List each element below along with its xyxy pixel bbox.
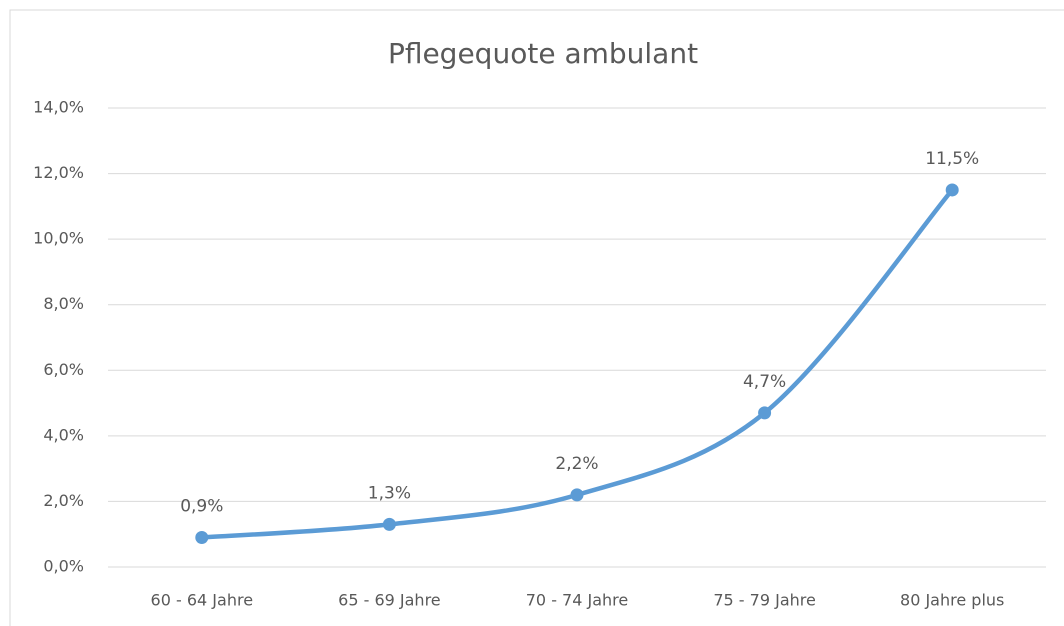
series-line (199, 187, 955, 540)
data-label: 11,5% (925, 149, 979, 169)
y-tick-label: 8,0% (43, 294, 84, 313)
y-tick-label: 12,0% (33, 163, 84, 182)
x-tick-label: 80 Jahre plus (900, 591, 1004, 610)
y-tick-label: 10,0% (33, 229, 84, 248)
x-tick-label: 60 - 64 Jahre (151, 591, 253, 610)
y-tick-label: 6,0% (43, 360, 84, 379)
x-tick-label: 65 - 69 Jahre (338, 591, 440, 610)
y-tick-label: 2,0% (43, 491, 84, 510)
data-label: 2,2% (555, 454, 598, 474)
y-tick-label: 14,0% (33, 98, 84, 117)
y-tick-label: 0,0% (43, 557, 84, 576)
point-marker (758, 406, 772, 420)
data-label: 1,3% (368, 483, 411, 503)
chart-title: Pflegequote ambulant (388, 37, 698, 70)
chart-border (9, 9, 1064, 626)
point-marker (195, 530, 209, 544)
point-marker (945, 183, 959, 197)
point-marker (382, 517, 396, 531)
x-tick-label: 70 - 74 Jahre (526, 591, 628, 610)
x-tick-label: 75 - 79 Jahre (713, 591, 815, 610)
data-label: 0,9% (180, 496, 223, 516)
y-tick-label: 4,0% (43, 425, 84, 444)
point-marker (570, 488, 584, 502)
data-label: 4,7% (743, 372, 786, 392)
